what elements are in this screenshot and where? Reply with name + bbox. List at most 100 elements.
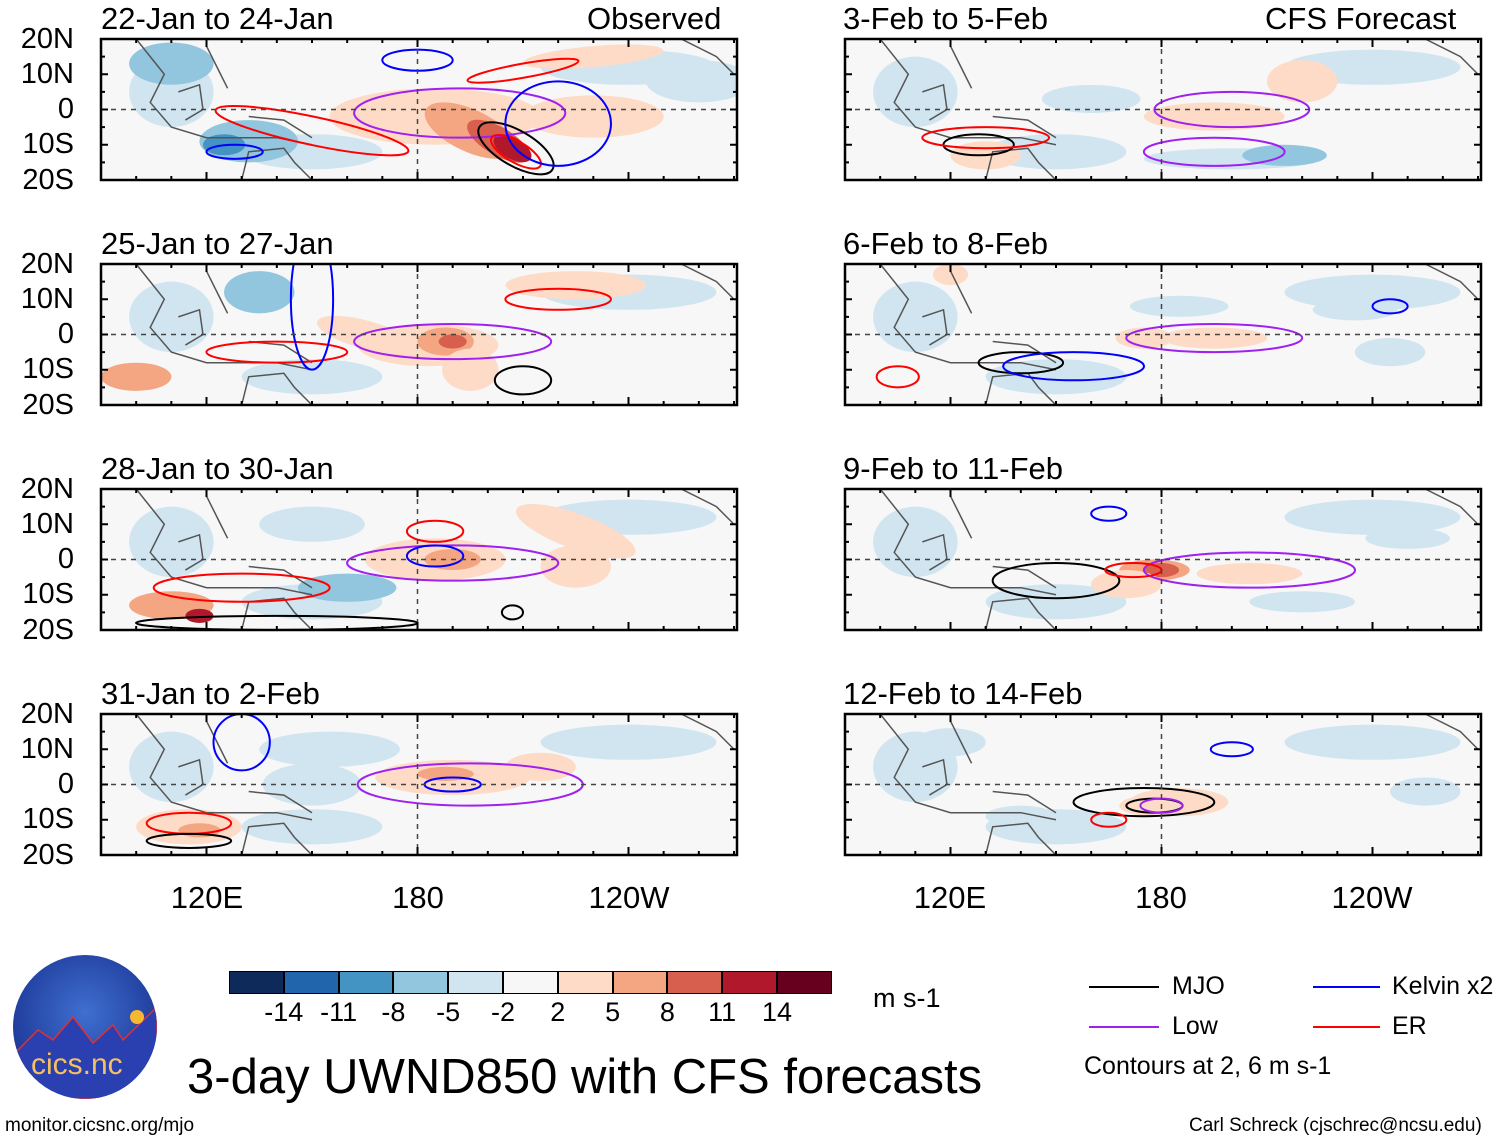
anomaly-area (297, 573, 397, 602)
map-panel (99, 487, 739, 632)
map-panel (843, 712, 1483, 857)
footer-url: monitor.cicsnc.org/mjo (5, 1115, 195, 1136)
anomaly-area (259, 506, 365, 542)
panel-title: 22-Jan to 24-Jan (101, 1, 334, 36)
anomaly-area (540, 545, 611, 588)
colorbar-swatch (393, 971, 449, 994)
lon-label: 120W (1331, 880, 1413, 915)
figure-title: 3-day UWND850 with CFS forecasts (187, 1050, 983, 1104)
anomaly-area (1129, 295, 1229, 317)
lat-label: 20N (20, 23, 74, 55)
panel-title: 25-Jan to 27-Jan (101, 226, 334, 261)
lat-label: 10S (22, 353, 74, 385)
colorbar-swatch (722, 971, 777, 994)
contour-line (205, 340, 349, 364)
contour-line (353, 322, 553, 361)
coastline (135, 714, 735, 855)
contour-line (289, 264, 335, 371)
anomaly-area (505, 271, 647, 300)
contour-line (1125, 322, 1304, 354)
map-panel (99, 712, 739, 857)
contour-line (1371, 298, 1409, 315)
contour-line (493, 365, 553, 396)
coastline (879, 39, 1479, 180)
legend-line-mjo (1089, 986, 1159, 988)
anomaly-area (985, 134, 1127, 170)
colorbar-units: m s-1 (873, 983, 941, 1013)
anomaly-area (1354, 338, 1426, 367)
colorbar-tick-label: 8 (659, 997, 675, 1027)
anomaly-area (646, 60, 737, 103)
lon-label: 120W (588, 880, 670, 915)
anomaly-area (241, 359, 383, 395)
forecast-label: CFS Forecast (1265, 1, 1457, 36)
anomaly-area (915, 728, 986, 757)
anomaly-area (1161, 327, 1268, 349)
anomaly-area (505, 752, 576, 781)
panel-title: 12-Feb to 14-Feb (843, 676, 1083, 711)
panel-title: 28-Jan to 30-Jan (101, 451, 334, 486)
contour-line (405, 519, 465, 543)
contour-line (405, 544, 465, 568)
anomaly-area (1041, 84, 1141, 114)
anomaly-area (1266, 60, 1338, 103)
contour-line (504, 80, 612, 167)
contour-line (1002, 351, 1145, 382)
colorbar-swatch (557, 971, 613, 994)
contour-line (477, 121, 555, 176)
colorbar-swatch (448, 971, 503, 994)
lat-label: 20N (20, 473, 74, 505)
colorbar-tick-label: 11 (708, 997, 737, 1027)
contour-line (875, 365, 920, 389)
footer-credit: Carl Schreck (cjschrec@ncsu.edu) (1189, 1115, 1482, 1136)
colorbar-tick-label: -11 (320, 997, 358, 1027)
anomaly-area (523, 44, 664, 69)
legend-label: MJO (1172, 972, 1225, 1000)
lat-label: 10S (22, 578, 74, 610)
lat-label: 20S (22, 164, 74, 196)
anomaly-area (522, 95, 664, 138)
legend-line-kelvin (1313, 986, 1380, 988)
lon-label: 120E (913, 880, 987, 915)
mountain-icon (13, 1005, 157, 1099)
anomaly-area (1242, 144, 1327, 166)
contour-line (1072, 787, 1216, 818)
colorbar-swatch (667, 971, 723, 994)
anomaly-area (185, 608, 214, 623)
anomaly-area (1284, 499, 1461, 535)
map-panel (99, 37, 739, 182)
map-panel (843, 262, 1483, 407)
colorbar-tick-label: -2 (490, 997, 515, 1027)
anomaly-area (438, 334, 467, 349)
anomaly-area (1249, 591, 1355, 613)
colorbar-swatch (612, 971, 668, 994)
contour-line (1090, 505, 1128, 522)
colorbar-swatch (229, 971, 284, 994)
map-panel (843, 37, 1483, 182)
contour-line (1090, 811, 1128, 828)
legend-label: Kelvin x2 (1392, 972, 1494, 1000)
anomaly-area (540, 724, 717, 760)
contour-line (145, 832, 233, 849)
anomaly-area (932, 264, 969, 286)
colorbar-tick-label: -14 (264, 997, 304, 1027)
lat-label: 20S (22, 614, 74, 646)
lat-label: 10S (22, 128, 74, 160)
lat-label: 10N (20, 508, 74, 540)
colorbar-swatch (338, 971, 394, 994)
contour-line (500, 604, 525, 621)
colorbar-tick-label: 14 (761, 997, 793, 1027)
contour-line (991, 562, 1121, 600)
coastline (879, 489, 1479, 630)
colorbar-tick-label: 2 (550, 997, 566, 1027)
coastline (135, 489, 735, 630)
legend-label: ER (1392, 1012, 1427, 1040)
contour-line (504, 287, 612, 311)
logo-text: cics.nc (31, 1048, 123, 1081)
anomaly-area (985, 359, 1127, 395)
anomaly-area (1312, 299, 1398, 321)
lat-label: 10N (20, 58, 74, 90)
anomaly-area (985, 805, 1057, 827)
